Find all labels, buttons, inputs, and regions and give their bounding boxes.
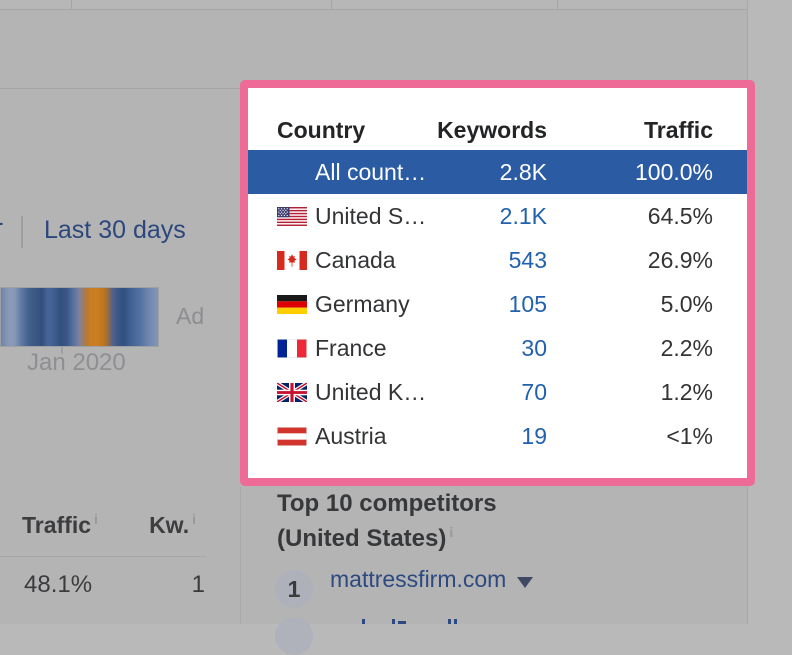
header-keywords: Keywords bbox=[437, 116, 547, 143]
keywords-link[interactable]: 19 bbox=[521, 422, 547, 449]
background-table-cell bbox=[72, 0, 332, 9]
date-range-link[interactable]: Last 30 days bbox=[44, 216, 186, 244]
table-row-united-states[interactable]: United S… 2.1K 64.5% bbox=[248, 194, 747, 238]
table-row-canada[interactable]: Canada 543 26.9% bbox=[248, 238, 747, 282]
canada-flag-icon bbox=[277, 250, 307, 270]
kw-value: 1 bbox=[191, 571, 205, 598]
clipped-link-fragment bbox=[392, 619, 395, 624]
germany-flag-icon bbox=[277, 294, 307, 314]
traffic-header-label: Traffic bbox=[22, 512, 92, 538]
toolbar-divider bbox=[21, 216, 23, 248]
competitor-rank-badge: 1 bbox=[275, 570, 313, 608]
country-name: Germany bbox=[315, 290, 410, 317]
keywords-link[interactable]: 543 bbox=[508, 246, 547, 273]
truncated-text-left-edge: r bbox=[0, 213, 13, 249]
info-icon[interactable]: i bbox=[449, 524, 454, 540]
traffic-value: 48.1% bbox=[24, 571, 93, 598]
truncated-text: r bbox=[0, 213, 3, 244]
clipped-link-fragment bbox=[454, 619, 457, 624]
info-icon[interactable]: i bbox=[192, 511, 196, 527]
header-traffic: Traffic bbox=[643, 116, 713, 143]
traffic-share: 2.2% bbox=[660, 334, 713, 361]
panel-divider-line bbox=[240, 487, 241, 624]
keywords-link[interactable]: 2.1K bbox=[499, 202, 547, 229]
keywords-link[interactable]: 2.8K bbox=[499, 158, 547, 185]
keywords-link[interactable]: 105 bbox=[508, 290, 547, 317]
header-country: Country bbox=[277, 116, 366, 143]
traffic-share: 1.2% bbox=[660, 378, 713, 405]
competitors-heading-region: (United States) bbox=[277, 525, 447, 552]
background-table-cell bbox=[558, 0, 746, 9]
competitor-rank-badge-partial bbox=[275, 617, 313, 655]
austria-flag-icon bbox=[277, 426, 307, 446]
country-breakdown-panel: Country Keywords Traffic All count… 2.8K… bbox=[240, 80, 755, 486]
country-name: Austria bbox=[315, 422, 387, 449]
competitors-heading-line1: Top 10 competitors bbox=[277, 490, 497, 517]
traffic-share: 100.0% bbox=[634, 158, 713, 185]
table-header-divider bbox=[0, 556, 206, 557]
competitors-heading-line2: (United States) i bbox=[277, 518, 497, 553]
table-row-all-countries[interactable]: All count… 2.8K 100.0% bbox=[248, 150, 747, 194]
competitors-heading: Top 10 competitors (United States) i bbox=[277, 490, 497, 553]
competitor-domain-link[interactable]: mattressfirm.com bbox=[330, 566, 507, 592]
traffic-share: <1% bbox=[666, 422, 713, 449]
country-name: All count… bbox=[315, 158, 427, 185]
keywords-link[interactable]: 30 bbox=[521, 334, 547, 361]
traffic-history-chart-fragment bbox=[0, 287, 159, 347]
flag-spacer bbox=[277, 163, 307, 182]
country-name: United S… bbox=[315, 202, 427, 229]
country-name: France bbox=[315, 334, 387, 361]
table-row-austria[interactable]: Austria 19 <1% bbox=[248, 414, 747, 458]
chart-axis-label: Jan 2020 bbox=[27, 349, 126, 376]
background-table-cell bbox=[0, 0, 72, 9]
ad-label: Ad bbox=[176, 303, 205, 329]
keywords-link[interactable]: 70 bbox=[521, 378, 547, 405]
chart-axis-tick bbox=[61, 347, 63, 354]
united-states-flag-icon bbox=[277, 206, 307, 226]
country-name: Canada bbox=[315, 246, 396, 273]
info-icon[interactable]: i bbox=[94, 511, 98, 527]
column-header-kw: Kw. i bbox=[100, 511, 196, 539]
table-row-united-kingdom[interactable]: United K… 70 1.2% bbox=[248, 370, 747, 414]
country-name: United K… bbox=[315, 378, 427, 405]
france-flag-icon bbox=[277, 338, 307, 358]
chevron-down-icon[interactable] bbox=[517, 577, 533, 588]
clipped-link-fragment bbox=[448, 619, 451, 624]
united-kingdom-flag-icon bbox=[277, 382, 307, 402]
column-header-traffic: Traffic i bbox=[22, 511, 98, 539]
background-table-edge bbox=[0, 0, 747, 10]
table-row-france[interactable]: France 30 2.2% bbox=[248, 326, 747, 370]
traffic-share: 5.0% bbox=[660, 290, 713, 317]
clipped-link-fragment bbox=[398, 621, 406, 624]
kw-header-label: Kw. bbox=[149, 512, 190, 538]
traffic-share: 26.9% bbox=[647, 246, 713, 273]
background-table-cell bbox=[332, 0, 558, 9]
country-table-header: Country Keywords Traffic bbox=[248, 88, 747, 150]
table-row-germany[interactable]: Germany 105 5.0% bbox=[248, 282, 747, 326]
clipped-link-fragment bbox=[362, 619, 365, 624]
traffic-share: 64.5% bbox=[647, 202, 713, 229]
